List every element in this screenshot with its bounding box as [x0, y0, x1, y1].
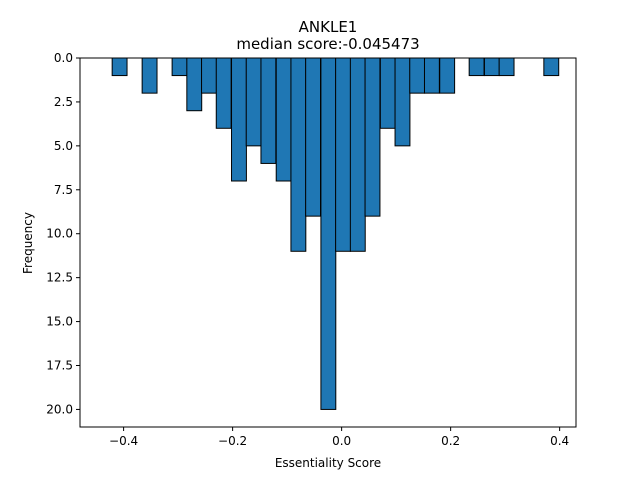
x-tick-label: 0.4	[550, 434, 569, 448]
y-tick-label: 5.0	[54, 139, 73, 153]
histogram-bar	[215, 57, 232, 129]
histogram-bar	[483, 57, 500, 77]
histogram-bar	[275, 57, 292, 182]
histogram-bar	[349, 57, 366, 252]
y-tick-label: 15.0	[46, 315, 73, 329]
histogram-bar	[245, 57, 262, 147]
plot-frame	[79, 57, 577, 428]
histogram-bar	[423, 57, 440, 94]
histogram-bar	[171, 57, 188, 77]
x-axis-label: Essentiality Score	[275, 456, 381, 470]
y-axis-ticks: 0.0 2.5 5.0 7.5 10.0 12.5 15.0 17.5 20.0	[46, 51, 80, 416]
y-tick-label: 7.5	[54, 183, 73, 197]
histogram-bar	[498, 57, 515, 77]
histogram-bar	[320, 57, 337, 410]
x-tick-label: −0.4	[109, 434, 138, 448]
y-tick-label: 10.0	[46, 227, 73, 241]
y-axis-label: Frequency	[21, 212, 35, 274]
histogram-bar	[379, 57, 396, 129]
histogram-bar	[394, 57, 411, 147]
y-tick-label: 20.0	[46, 402, 73, 416]
histogram-bar	[364, 57, 381, 217]
x-tick-label: −0.2	[218, 434, 247, 448]
y-tick-label: 17.5	[46, 359, 73, 373]
bars-group	[111, 57, 560, 410]
x-axis-ticks: −0.4 −0.2 0.0 0.2 0.4	[109, 427, 569, 448]
histogram-bar	[260, 57, 277, 164]
histogram-bar	[111, 57, 128, 77]
chart-title: ANKLE1	[299, 18, 358, 36]
histogram-bar	[543, 57, 560, 77]
histogram-bar	[439, 57, 456, 94]
histogram-bar	[201, 57, 217, 94]
histogram-bar	[186, 57, 203, 112]
y-tick-label: 12.5	[46, 271, 73, 285]
histogram-bar	[335, 57, 352, 252]
histogram-bar	[231, 57, 247, 182]
histogram-bar	[305, 57, 322, 217]
histogram-bar	[409, 57, 426, 94]
histogram-bar	[468, 57, 485, 77]
chart-subtitle: median score:-0.045473	[236, 35, 419, 53]
x-tick-label: 0.0	[332, 434, 351, 448]
histogram-bar	[290, 57, 307, 252]
y-tick-label: 0.0	[54, 51, 73, 65]
histogram-bar	[141, 57, 158, 94]
x-tick-label: 0.2	[441, 434, 460, 448]
y-tick-label: 2.5	[54, 95, 73, 109]
